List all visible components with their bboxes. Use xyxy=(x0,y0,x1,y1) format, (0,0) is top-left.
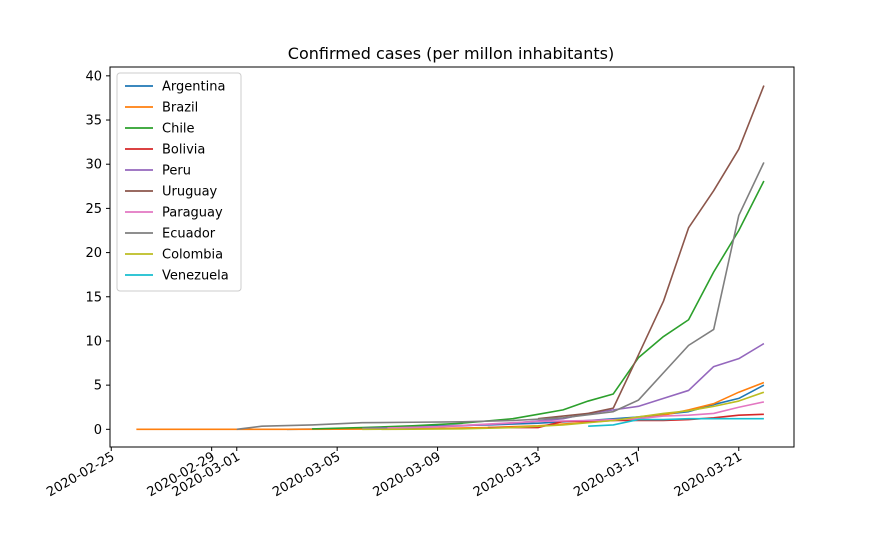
series-line-brazil xyxy=(136,381,765,431)
legend-label-venezuela: Venezuela xyxy=(162,269,229,284)
legend-label-bolivia: Bolivia xyxy=(162,143,205,158)
series-line-bolivia xyxy=(487,413,764,429)
chart-title: Confirmed cases (per millon inhabitants) xyxy=(288,44,614,63)
y-tick-label: 25 xyxy=(85,202,102,217)
y-tick-label: 30 xyxy=(85,158,102,173)
y-tick-label: 10 xyxy=(85,334,102,349)
series-lines xyxy=(136,85,765,431)
series-line-ecuador xyxy=(236,162,765,431)
series-line-paraguay xyxy=(387,401,765,429)
series-line-colombia xyxy=(362,391,765,431)
legend-label-paraguay: Paraguay xyxy=(162,206,223,221)
legend-label-ecuador: Ecuador xyxy=(162,227,216,242)
legend-label-brazil: Brazil xyxy=(162,101,198,116)
series-line-venezuela xyxy=(588,417,764,428)
legend-label-colombia: Colombia xyxy=(162,248,223,263)
legend-label-uruguay: Uruguay xyxy=(162,185,218,200)
y-tick-label: 5 xyxy=(94,379,102,394)
series-line-chile xyxy=(312,180,765,430)
legend-label-argentina: Argentina xyxy=(162,80,225,95)
legend-label-chile: Chile xyxy=(162,122,195,137)
legend-label-peru: Peru xyxy=(162,164,191,179)
plot-area-frame xyxy=(109,66,795,448)
y-tick-label: 40 xyxy=(85,69,102,84)
legend: Argentina Brazil Chile Bolivia Peru Uruguay Pa… xyxy=(116,72,242,292)
y-axis: 0 5 10 15 20 25 30 35 40 xyxy=(85,69,110,438)
y-tick-label: 15 xyxy=(85,290,102,305)
y-tick-label: 20 xyxy=(85,246,102,261)
y-tick-label: 35 xyxy=(85,114,102,129)
series-line-uruguay xyxy=(537,85,765,420)
y-tick-label: 0 xyxy=(94,423,102,438)
